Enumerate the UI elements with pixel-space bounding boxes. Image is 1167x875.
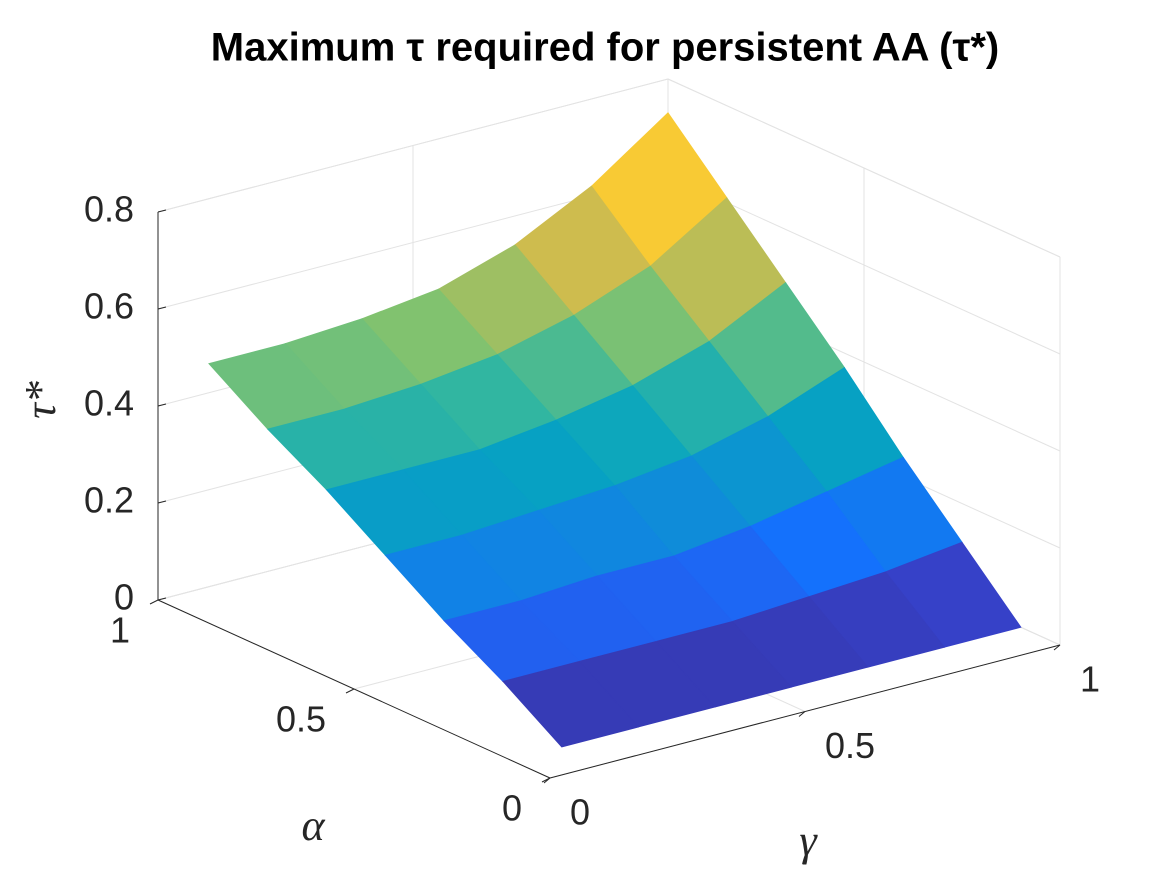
- y-tick-label: 0: [502, 788, 522, 829]
- surface-patch: [502, 660, 640, 748]
- z-axis-label: τ*: [16, 381, 65, 419]
- y-tick: [345, 688, 355, 694]
- grid-line: [667, 175, 1061, 355]
- z-tick: [157, 306, 167, 310]
- z-tick: [157, 597, 167, 601]
- chart-title: Maximum τ required for persistent AA (τ*…: [211, 26, 999, 70]
- y-tick-label: 1: [110, 610, 130, 651]
- y-tick-label: 0.5: [276, 699, 326, 740]
- y-tick: [149, 599, 159, 605]
- z-tick-label: 0.4: [84, 383, 134, 424]
- y-axis-label: α: [301, 801, 325, 850]
- z-tick-label: 0: [114, 577, 134, 618]
- x-axis-label: γ: [799, 816, 818, 865]
- z-tick-label: 0.6: [84, 286, 134, 327]
- x-tick-label: 1: [1080, 659, 1100, 700]
- z-tick: [157, 403, 167, 407]
- x-tick-label: 0.5: [825, 725, 875, 766]
- grid-line: [667, 78, 1061, 258]
- x-tick: [798, 711, 806, 717]
- x-tick-label: 0: [570, 792, 590, 833]
- z-tick-label: 0.2: [84, 480, 134, 521]
- z-tick-label: 0.8: [84, 189, 134, 230]
- x-tick: [1053, 644, 1061, 651]
- grid-line: [157, 78, 669, 213]
- y-tick: [541, 777, 551, 783]
- z-tick: [157, 500, 167, 504]
- z-tick: [157, 209, 167, 213]
